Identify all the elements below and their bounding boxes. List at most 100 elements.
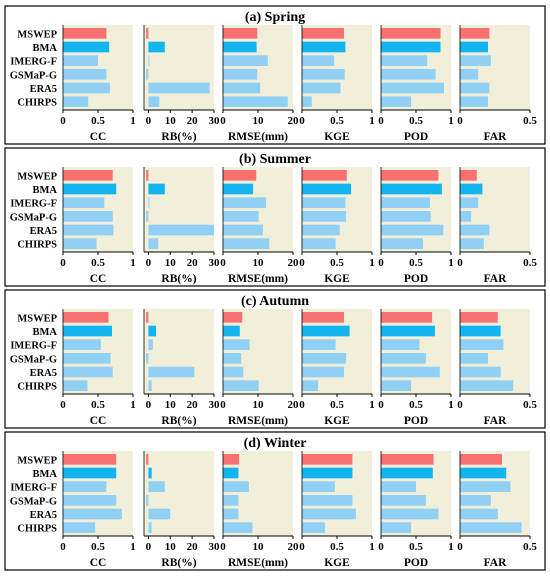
x-tick-label: 10 xyxy=(165,541,177,553)
bar-chirps xyxy=(223,522,253,533)
bar-gsmap-g xyxy=(381,211,431,222)
bar-gsmap-g xyxy=(63,211,113,222)
season-title: (c) Autumn xyxy=(241,294,309,309)
product-label: CHIRPS xyxy=(17,98,57,109)
bar-mswep xyxy=(146,170,149,181)
x-tick-label: 0.5 xyxy=(409,541,423,553)
bar-imerg-f xyxy=(63,339,101,350)
bar-chirps xyxy=(302,522,326,533)
bar-mswep xyxy=(460,454,502,465)
subplot-far: 0 0.5 FAR xyxy=(457,167,537,285)
bar-era5 xyxy=(381,508,439,520)
subplot-pod: 0 0.5 1 POD xyxy=(378,25,454,143)
bar-imerg-f xyxy=(148,481,165,492)
bar-bma xyxy=(63,41,110,53)
x-tick-label: 1 xyxy=(130,541,136,553)
metric-label: CC xyxy=(90,415,107,427)
bar-mswep xyxy=(381,312,433,323)
bar-bma xyxy=(148,467,152,479)
x-tick-label: 20 xyxy=(288,257,300,269)
x-tick-label: 0 xyxy=(457,257,463,269)
bar-chirps xyxy=(381,238,423,249)
product-label: MSWEP xyxy=(17,29,57,40)
subplot-background xyxy=(302,309,372,394)
season-panel-1: (a) Spring MSWEP BMA IMERG-F GSMaP-G ERA5 CHIR… xyxy=(4,5,546,145)
bar-bma xyxy=(148,325,157,337)
bar-era5 xyxy=(148,82,210,94)
bar-chirps xyxy=(148,380,152,391)
x-tick-label: 1 xyxy=(448,257,454,269)
x-tick-label: 0 xyxy=(220,115,226,127)
x-tick-label: 0.5 xyxy=(91,541,105,553)
metric-label: CC xyxy=(90,557,107,569)
x-tick-label: 0 xyxy=(378,541,384,553)
season-title: (d) Winter xyxy=(244,436,307,451)
bar-era5 xyxy=(63,82,110,94)
bar-bma xyxy=(302,325,350,337)
metric-label: KGE xyxy=(324,273,350,285)
metric-label: RB(%) xyxy=(161,415,196,427)
bar-imerg-f xyxy=(381,481,416,492)
bar-chirps xyxy=(223,380,259,391)
x-tick-label: 0.5 xyxy=(330,541,344,553)
metric-label: POD xyxy=(404,415,428,427)
bar-bma xyxy=(302,467,353,479)
x-tick-label: 0 xyxy=(220,541,226,553)
bar-era5 xyxy=(63,366,113,378)
metric-label: CC xyxy=(90,131,107,143)
bar-mswep xyxy=(146,454,149,465)
subplot-background xyxy=(302,167,372,252)
bar-era5 xyxy=(63,224,114,236)
season-frame xyxy=(4,147,546,287)
bar-era5 xyxy=(223,508,239,520)
bar-era5 xyxy=(302,366,344,378)
x-tick-label: 0.5 xyxy=(523,399,537,411)
bar-gsmap-g xyxy=(146,211,149,222)
bar-gsmap-g xyxy=(223,211,259,222)
bar-imerg-f xyxy=(223,339,250,350)
bar-gsmap-g xyxy=(302,495,353,506)
x-tick-label: 0 xyxy=(146,399,152,411)
x-tick-label: 20 xyxy=(288,399,300,411)
bar-imerg-f xyxy=(302,481,335,492)
bar-imerg-f xyxy=(148,339,153,350)
metric-label: RMSE(mm) xyxy=(228,557,288,569)
x-tick-label: 10 xyxy=(253,399,265,411)
bar-chirps xyxy=(460,238,484,249)
metric-label: FAR xyxy=(484,557,507,569)
metric-label: POD xyxy=(404,557,428,569)
x-tick-label: 0 xyxy=(378,399,384,411)
bar-mswep xyxy=(381,454,434,465)
bar-era5 xyxy=(148,224,215,236)
bar-imerg-f xyxy=(381,55,428,66)
bar-era5 xyxy=(148,508,171,520)
x-tick-label: 0.5 xyxy=(409,115,423,127)
metric-label: POD xyxy=(404,273,428,285)
subplot-kge: 0 0.5 1 KGE xyxy=(299,167,375,285)
product-label: IMERG-F xyxy=(10,199,57,210)
subplot-background xyxy=(460,309,530,394)
subplot-cc: 0 0.5 1 CC xyxy=(60,25,136,143)
bar-era5 xyxy=(460,366,501,378)
season-title: (a) Spring xyxy=(245,10,305,25)
bar-era5 xyxy=(460,224,490,236)
bar-chirps xyxy=(460,96,488,107)
metric-label: RMSE(mm) xyxy=(228,131,288,143)
x-tick-label: 0 xyxy=(60,541,66,553)
bar-mswep xyxy=(63,28,107,39)
bar-imerg-f xyxy=(63,55,98,66)
metric-label: KGE xyxy=(324,415,350,427)
subplot-far: 0 0.5 FAR xyxy=(457,309,537,427)
metric-label: RB(%) xyxy=(161,131,196,143)
bar-gsmap-g xyxy=(460,495,491,506)
metric-label: FAR xyxy=(484,273,507,285)
subplot-background xyxy=(144,167,214,252)
bar-bma xyxy=(381,467,433,479)
season-frame xyxy=(4,431,546,571)
bar-imerg-f xyxy=(302,197,346,208)
product-label: GSMaP-G xyxy=(10,496,57,507)
bar-bma xyxy=(63,183,117,195)
